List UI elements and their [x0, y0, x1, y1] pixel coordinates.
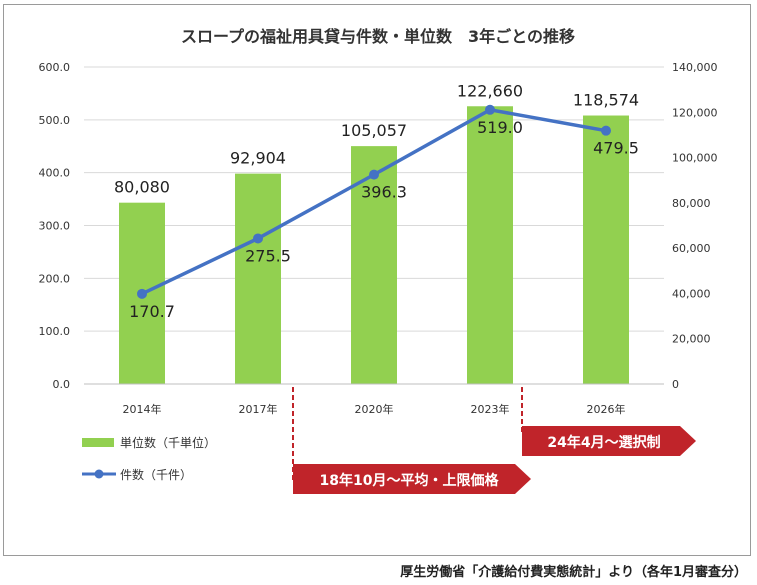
line-data-label: 170.7: [129, 302, 175, 321]
right-tick-label: 60,000: [672, 242, 711, 255]
bar: [467, 106, 513, 385]
right-tick-label: 100,000: [672, 152, 718, 165]
line-data-label: 396.3: [361, 183, 407, 202]
left-tick-label: 200.0: [39, 272, 71, 285]
category-label: 2026年: [587, 402, 626, 416]
left-tick-label: 300.0: [39, 220, 71, 233]
right-tick-label: 140,000: [672, 61, 718, 74]
annotation-text-2024: 24年4月～選択制: [547, 434, 660, 451]
legend-line-label: 件数（千件）: [120, 467, 192, 482]
right-tick-label: 20,000: [672, 333, 711, 346]
right-tick-label: 0: [672, 378, 679, 391]
category-label: 2014年: [123, 402, 162, 416]
line-marker: [369, 169, 379, 180]
bar-data-label: 118,574: [573, 91, 639, 110]
line-marker: [137, 288, 147, 299]
line-data-label: 275.5: [245, 246, 291, 265]
category-label: 2017年: [239, 402, 278, 416]
combo-chart: スロープの福祉用具貸与件数・単位数 3年ごとの推移 0.0 100.0 200.0 30…: [39, 27, 718, 494]
source-note: 厚生労働省「介護給付費実態統計」より（各年1月審査分）: [400, 565, 747, 580]
left-tick-label: 500.0: [39, 114, 71, 127]
annotation-box-2018: [293, 464, 531, 494]
chart-title: スロープの福祉用具貸与件数・単位数 3年ごとの推移: [181, 27, 575, 46]
right-tick-label: 120,000: [672, 106, 718, 119]
line-data-label: 519.0: [477, 118, 523, 137]
legend-line-marker: [94, 469, 104, 479]
line-marker: [601, 125, 611, 136]
category-label: 2023年: [471, 402, 510, 416]
line-data-label: 479.5: [593, 139, 639, 158]
left-tick-label: 400.0: [39, 167, 71, 180]
annotation-text-2018: 18年10月～平均・上限価格: [320, 472, 500, 489]
bar-data-label: 92,904: [230, 149, 286, 168]
legend-bar-swatch: [82, 438, 114, 447]
bar-data-label: 122,660: [457, 81, 523, 100]
bar: [583, 115, 629, 384]
line-marker: [253, 233, 263, 244]
left-tick-label: 0.0: [53, 378, 71, 391]
legend-bar-label: 単位数（千単位）: [120, 435, 216, 450]
right-tick-label: 80,000: [672, 197, 711, 210]
annotation-box-2024: [522, 426, 696, 456]
chart-frame: スロープの福祉用具貸与件数・単位数 3年ごとの推移 0.0 100.0 200.0 30…: [3, 4, 751, 556]
bar-data-label: 105,057: [341, 121, 407, 140]
left-tick-label: 600.0: [39, 61, 71, 74]
bar: [351, 146, 397, 384]
bar-data-label: 80,080: [114, 178, 170, 197]
bar: [235, 173, 281, 384]
right-tick-label: 40,000: [672, 287, 711, 300]
line-marker: [485, 104, 495, 115]
category-label: 2020年: [355, 402, 394, 416]
left-tick-label: 100.0: [39, 325, 71, 338]
